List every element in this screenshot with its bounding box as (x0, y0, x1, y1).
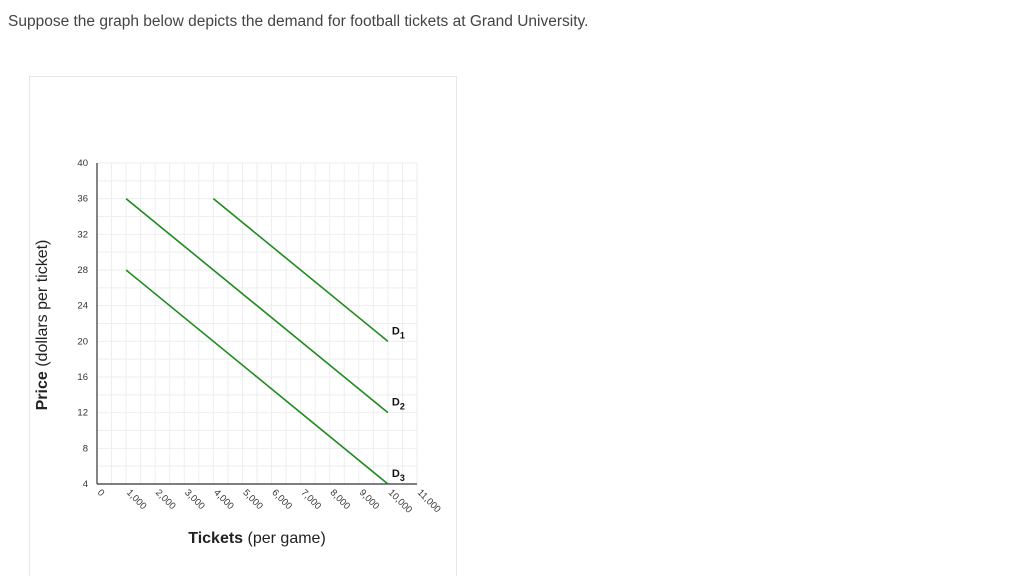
curve-label-letter: D (392, 397, 400, 409)
curve-label-letter: D (392, 468, 400, 480)
curve-label-subscript: 1 (400, 330, 405, 340)
y-tick-label: 32 (77, 229, 88, 240)
demand-curve-d2 (125, 198, 389, 414)
y-tick-label: 24 (77, 301, 88, 312)
x-tick-label: 1,000 (124, 487, 149, 512)
x-tick-label: 8,000 (328, 487, 353, 512)
demand-curve-d1 (212, 198, 389, 342)
y-axis-title-bold: Price (34, 371, 51, 410)
x-tick-label: 9,000 (357, 487, 382, 512)
curve-label-d2: D2 (392, 397, 405, 412)
x-tick-label: 4,000 (211, 487, 236, 512)
curve-label-subscript: 2 (400, 402, 405, 412)
x-tick-label: 3,000 (182, 487, 207, 512)
y-tick-label: 40 (77, 158, 88, 169)
x-tick-label: 0 (95, 487, 107, 499)
x-tick-labels: 0 1,000 2,000 3,000 4,000 5,000 6,000 7,000 8,00… (95, 487, 443, 515)
axes (96, 163, 417, 485)
y-tick-label: 16 (77, 372, 88, 383)
graph-panel: 4 8 12 16 20 24 28 32 36 40 0 1,000 2,000 3,000 4,000… (29, 76, 457, 576)
x-tick-label: 2,000 (153, 487, 178, 512)
y-tick-label: 28 (77, 265, 88, 276)
grid (97, 162, 418, 484)
x-axis-title: Tickets (per game) (188, 530, 326, 547)
y-tick-label: 8 (83, 443, 88, 454)
y-tick-label: 4 (83, 479, 88, 490)
y-axis-title-rest: (dollars per ticket) (34, 240, 51, 367)
x-axis-title-rest: (per game) (248, 530, 326, 547)
curve-label-subscript: 3 (400, 473, 405, 483)
y-tick-labels: 4 8 12 16 20 24 28 32 36 40 (77, 158, 88, 490)
y-tick-label: 12 (77, 408, 88, 419)
x-tick-label: 5,000 (240, 487, 265, 512)
curve-label-d1: D1 (392, 325, 405, 340)
x-tick-label: 11,000 (415, 487, 443, 515)
x-tick-label: 7,000 (299, 487, 324, 512)
y-tick-label: 20 (77, 336, 88, 347)
curve-label-d3: D3 (392, 468, 405, 483)
question-text: Suppose the graph below depicts the dema… (8, 13, 589, 30)
x-tick-label: 10,000 (386, 487, 414, 515)
demand-curve-d3 (125, 269, 389, 485)
y-tick-label: 36 (77, 194, 88, 205)
curve-label-letter: D (392, 325, 400, 337)
y-axis-title: Price (dollars per ticket) (34, 240, 51, 411)
x-tick-label: 6,000 (269, 487, 294, 512)
x-axis-title-bold: Tickets (188, 530, 243, 547)
